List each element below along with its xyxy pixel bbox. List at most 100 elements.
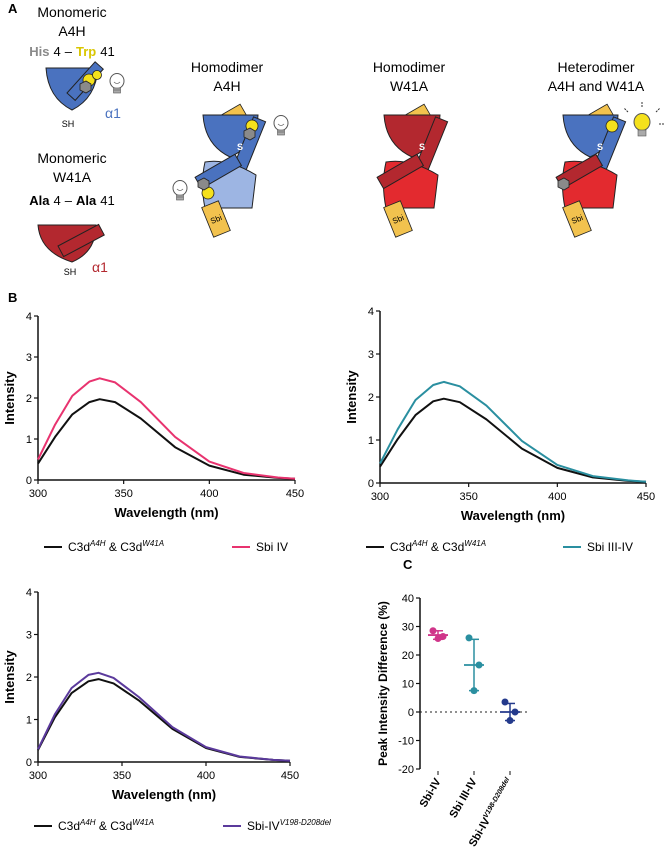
y-tick-label: 3 (368, 349, 374, 361)
x-axis-label: Wavelength (nm) (112, 787, 216, 802)
y-axis-label: Intensity (2, 371, 17, 425)
mono-a4h-helix-label: α1 (105, 105, 121, 121)
legend-label-1: Sbi III-IV (587, 540, 633, 554)
x-tick-label: 350 (114, 488, 132, 500)
category-label-sup: V198-D208del (482, 776, 511, 820)
hetero-title2: A4H and W41A (548, 78, 645, 94)
homo-a4h-title2: A4H (213, 78, 240, 94)
homo-w41a-title1: Homodimer (373, 59, 446, 75)
spectrum-chart-sbi-iii-iv: 0 1 2 3 4 300 350 400 450 Wavelength (nm) Intensit… (344, 306, 655, 554)
mono-a4h-dash: – (65, 44, 73, 59)
legend-sup1: V198-D208del (280, 818, 331, 827)
lightbulb-off-icon (273, 115, 289, 136)
hetero-dimer: Sbi S S Sbi (555, 101, 665, 238)
spectrum-chart-sbi-iv: 0 1 2 3 4 300 350 400 450 Wavelength (nm) Intensit… (2, 311, 304, 554)
mono-w41a-res1-num: 4 (54, 193, 61, 208)
data-point-1-1 (475, 661, 483, 669)
panel-b-letter: B (8, 290, 17, 305)
disulfide-s-top: S (419, 142, 425, 152)
mono-a4h-res1-num: 4 (54, 44, 61, 59)
y-tick-label: 4 (368, 306, 374, 318)
x-axis-label: Wavelength (nm) (114, 505, 218, 520)
x-tick-label: 450 (286, 488, 304, 500)
sbi-label-bottom: Sbi (570, 213, 584, 226)
mono-w41a-title1: Monomeric (37, 150, 106, 166)
legend-main: C3d (58, 819, 80, 833)
legend-mid: & C3d (428, 540, 465, 554)
mono-a4h-res2-num: 41 (100, 44, 114, 59)
y-tick-label: 10 (402, 679, 414, 691)
legend-sup2: W41A (132, 818, 154, 827)
legend-main: Sbi IV (256, 540, 288, 554)
data-point-2-0 (501, 698, 509, 706)
lightbulb-off-icon (109, 73, 125, 94)
sbi-domain-bottom (201, 200, 231, 238)
lightbulb-off-icon (172, 180, 188, 201)
y-tick-label: 0 (408, 707, 414, 719)
legend-main: Sbi-IV (247, 819, 280, 833)
mono-a4h-protein (45, 61, 125, 111)
mono-w41a-title2: W41A (53, 169, 92, 185)
legend-sup1: A4H (411, 539, 428, 548)
y-tick-label: 2 (26, 672, 32, 684)
category-label-0: Sbi-IV (418, 776, 444, 810)
series-line-0 (379, 397, 647, 483)
x-tick-label: 300 (29, 488, 47, 500)
x-tick-label: 450 (637, 491, 655, 503)
legend-label-0: C3dA4H & C3dW41A (58, 818, 154, 833)
y-tick-label: 3 (26, 630, 32, 642)
x-tick-label: 400 (197, 770, 215, 782)
category-label-main: Sbi III-IV (448, 776, 480, 820)
data-point-1-0 (465, 634, 473, 642)
legend-sup1: A4H (89, 539, 106, 548)
y-axis-label: Intensity (2, 650, 17, 704)
series-line-1 (37, 377, 296, 480)
mono-a4h-sh: SH (62, 119, 75, 129)
mono-a4h-residues: His 4– Trp 41 (29, 44, 114, 59)
lightbulb-on-icon (623, 101, 665, 137)
x-axis-label: Wavelength (nm) (461, 508, 565, 523)
y-tick-label: -20 (398, 764, 414, 776)
mono-w41a-res1: Ala (29, 193, 50, 208)
panel-a-letter: A (8, 1, 18, 16)
mono-w41a-protein (37, 223, 105, 263)
y-tick-label: 1 (26, 715, 32, 727)
y-axis-label: Intensity (344, 370, 359, 424)
legend-mid: & C3d (106, 540, 143, 554)
legend-sup2: W41A (464, 539, 486, 548)
homo-a4h-dimer: Sbi S S Sbi (172, 103, 289, 238)
legend-main: Sbi III-IV (587, 540, 633, 554)
x-tick-label: 450 (281, 770, 299, 782)
legend-label-1: Sbi-IVV198-D208del (247, 818, 331, 833)
mono-a4h-res1: His (29, 44, 49, 59)
y-tick-label: 0 (368, 478, 374, 490)
x-tick-label: 400 (548, 491, 566, 503)
data-point-1-2 (470, 687, 478, 695)
data-point-2-2 (506, 717, 514, 725)
mono-w41a-helix-label: α1 (92, 259, 108, 275)
sbi-label-bottom: Sbi (209, 213, 223, 226)
series-line-0 (37, 398, 296, 480)
y-tick-label: -10 (398, 736, 414, 748)
series-line-1 (37, 671, 291, 762)
data-point-0-2 (434, 634, 442, 642)
y-tick-label: 1 (368, 435, 374, 447)
category-label-main: Sbi-IV (418, 776, 444, 810)
y-tick-label: 1 (26, 434, 32, 446)
helix-bar (57, 223, 105, 258)
homo-w41a-dimer: Sbi S S Sbi (376, 103, 449, 238)
legend-main: C3d (390, 540, 412, 554)
y-tick-label: 2 (26, 393, 32, 405)
mono-a4h-res2: Trp (76, 44, 96, 59)
y-tick-label: 0 (26, 757, 32, 769)
x-tick-label: 300 (29, 770, 47, 782)
legend-sup1: A4H (79, 818, 96, 827)
mono-w41a-sh: SH (64, 267, 77, 277)
mono-w41a-res2-num: 41 (100, 193, 114, 208)
legend-label-0: C3dA4H & C3dW41A (68, 539, 164, 554)
y-tick-label: 20 (402, 650, 414, 662)
legend-main: C3d (68, 540, 90, 554)
y-axis-label: Peak Intensity Difference (%) (376, 601, 390, 766)
x-tick-label: 400 (200, 488, 218, 500)
